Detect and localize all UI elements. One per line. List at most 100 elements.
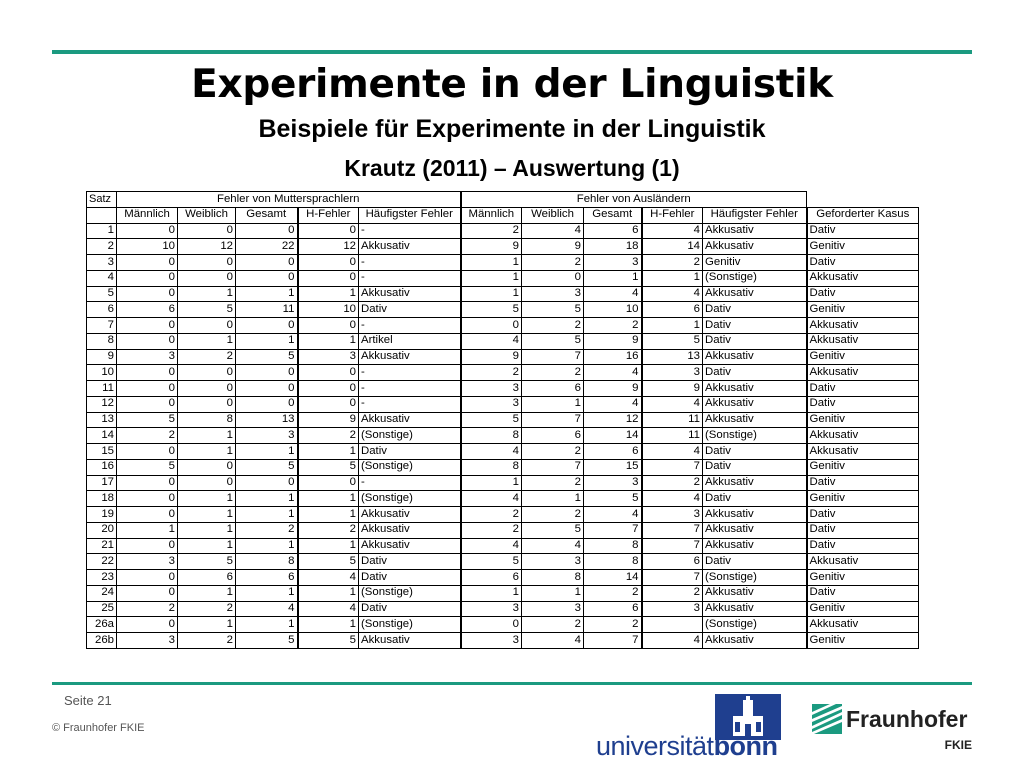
- native-female-cell: 0: [177, 395, 236, 413]
- native-female-cell: 1: [177, 490, 236, 507]
- native-h-errors-cell: 9: [296, 411, 359, 429]
- native-total-cell: 5: [235, 632, 298, 649]
- table-row: 3 0 0 0 0-1 2 3 2 Genitiv Dativ: [86, 254, 919, 271]
- results-table-wrapper: Satz Fehler von Muttersprachlern Fehler …: [86, 191, 919, 649]
- foreign-h-errors-cell: 11: [640, 427, 703, 444]
- table-row: 22 3 5 8 5 Dativ 5 3 8 6 Dativ Akkusativ: [86, 553, 919, 570]
- foreign-header-total: Gesamt: [583, 206, 642, 224]
- satz-cell: 26a: [86, 616, 117, 633]
- native-most-frequent-cell: Akkusativ: [358, 348, 462, 366]
- native-h-errors-cell: 1: [296, 490, 359, 507]
- foreign-most-frequent-cell: Akkusativ: [702, 238, 808, 255]
- uni-bonn-wordmark: universitätbonn: [596, 731, 778, 761]
- foreign-h-errors-cell: 13: [640, 348, 703, 366]
- foreign-total-cell: 2: [583, 317, 642, 334]
- foreign-female-cell: 3: [521, 285, 584, 303]
- table-row: 17 0 0 0 0-1 2 3 2 Akkusativ Dativ: [86, 474, 919, 492]
- foreign-total-cell: 4: [583, 395, 642, 413]
- native-group-header: Fehler von Muttersprachlern: [116, 191, 462, 208]
- native-most-frequent-cell: (Sonstige): [358, 616, 462, 633]
- native-male-cell: 0: [116, 616, 178, 633]
- foreign-header-female: Weiblich: [521, 206, 584, 224]
- satz-cell: 19: [86, 506, 117, 523]
- foreign-female-cell: 2: [521, 616, 584, 633]
- native-male-cell: 0: [116, 537, 178, 555]
- foreign-total-cell: 3: [583, 474, 642, 492]
- required-case-cell: Akkusativ: [806, 364, 919, 381]
- native-total-cell: 1: [235, 584, 298, 602]
- native-total-cell: 0: [235, 395, 298, 413]
- foreign-male-cell: 0: [459, 317, 522, 334]
- native-h-errors-cell: 1: [296, 537, 359, 555]
- satz-cell: 20: [86, 521, 117, 539]
- native-h-errors-cell: 0: [296, 395, 359, 413]
- native-male-cell: 0: [116, 285, 178, 303]
- foreign-h-errors-cell: 7: [640, 521, 703, 539]
- required-case-cell: Genitiv: [806, 632, 919, 649]
- native-total-cell: 1: [235, 443, 298, 460]
- native-header-male: Männlich: [116, 206, 178, 224]
- native-h-errors-cell: 10: [296, 301, 359, 318]
- foreign-h-errors-cell: 14: [640, 238, 703, 255]
- native-most-frequent-cell: Akkusativ: [358, 537, 462, 555]
- native-h-errors-cell: 2: [296, 427, 359, 444]
- native-most-frequent-cell: (Sonstige): [358, 458, 462, 476]
- foreign-group-header: Fehler von Ausländern: [459, 191, 807, 208]
- foreign-male-cell: 5: [459, 411, 522, 429]
- table-row: 6 6 5 11 10 Dativ 5 5 10 6 Dativ Genitiv: [86, 301, 919, 318]
- native-male-cell: 3: [116, 348, 178, 366]
- required-case-cell: Akkusativ: [806, 616, 919, 633]
- foreign-h-errors-cell: [640, 616, 703, 633]
- foreign-h-errors-cell: 7: [640, 569, 703, 586]
- fraunhofer-mark-icon: [812, 704, 842, 734]
- foreign-most-frequent-cell: Akkusativ: [702, 584, 808, 602]
- foreign-male-cell: 1: [459, 584, 522, 602]
- satz-cell: 21: [86, 537, 117, 555]
- table-row: 21 0 1 1 1 Akkusativ 4 4 8 7 Akkusativ Dativ: [86, 537, 919, 555]
- foreign-most-frequent-cell: Dativ: [702, 490, 808, 507]
- required-case-cell: Dativ: [806, 222, 919, 240]
- foreign-most-frequent-cell: Dativ: [702, 317, 808, 334]
- foreign-h-errors-cell: 4: [640, 443, 703, 460]
- foreign-male-cell: 6: [459, 569, 522, 586]
- satz-cell: 11: [86, 380, 117, 397]
- satz-cell: 12: [86, 395, 117, 413]
- foreign-most-frequent-cell: Akkusativ: [702, 348, 808, 366]
- native-female-cell: 1: [177, 332, 236, 350]
- foreign-total-cell: 3: [583, 254, 642, 271]
- native-total-cell: 13: [235, 411, 298, 429]
- native-total-cell: 1: [235, 490, 298, 507]
- native-male-cell: 3: [116, 632, 178, 649]
- foreign-male-cell: 1: [459, 254, 522, 271]
- foreign-h-errors-cell: 2: [640, 474, 703, 492]
- native-most-frequent-cell: Akkusativ: [358, 238, 462, 255]
- foreign-total-cell: 7: [583, 521, 642, 539]
- table-row: 11 0 0 0 0-3 6 9 9 Akkusativ Dativ: [86, 380, 919, 397]
- native-male-cell: 0: [116, 506, 178, 523]
- foreign-male-cell: 2: [459, 364, 522, 381]
- table-row: 15 0 1 1 1 Dativ 4 2 6 4 Dativ Akkusativ: [86, 443, 919, 460]
- header-required-case: Geforderter Kasus: [806, 206, 919, 224]
- required-case-cell: Akkusativ: [806, 553, 919, 570]
- foreign-total-cell: 2: [583, 584, 642, 602]
- table-row: 16 5 0 5 5 (Sonstige) 8 7 15 7 Dativ Genitiv: [86, 458, 919, 476]
- native-total-cell: 4: [235, 600, 298, 618]
- foreign-most-frequent-cell: Akkusativ: [702, 395, 808, 413]
- satz-cell: 13: [86, 411, 117, 429]
- native-most-frequent-cell: (Sonstige): [358, 427, 462, 444]
- foreign-male-cell: 2: [459, 222, 522, 240]
- native-h-errors-cell: 0: [296, 317, 359, 334]
- required-case-cell: Akkusativ: [806, 317, 919, 334]
- foreign-most-frequent-cell: Akkusativ: [702, 285, 808, 303]
- foreign-total-cell: 15: [583, 458, 642, 476]
- table-row: 26a 0 1 1 1 (Sonstige) 0 2 2 (Sonstige) Akkusativ: [86, 616, 919, 633]
- foreign-female-cell: 5: [521, 301, 584, 318]
- native-male-cell: 1: [116, 521, 178, 539]
- foreign-total-cell: 4: [583, 285, 642, 303]
- uni-bonn-logo: universitätbonn: [596, 694, 786, 766]
- table-row: 9 3 2 5 3 Akkusativ 9 7 16 13 Akkusativ Genitiv: [86, 348, 919, 366]
- native-male-cell: 0: [116, 222, 178, 240]
- native-male-cell: 0: [116, 443, 178, 460]
- native-most-frequent-cell: Dativ: [358, 301, 462, 318]
- native-male-cell: 5: [116, 458, 178, 476]
